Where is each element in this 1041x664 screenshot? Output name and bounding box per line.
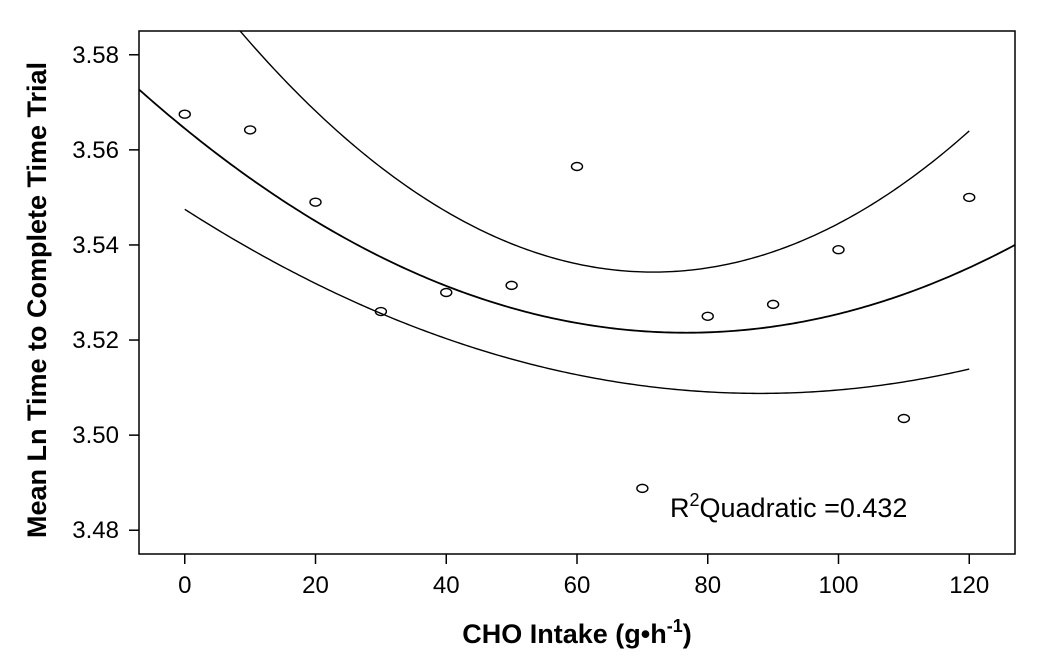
data-point-1 <box>243 125 257 135</box>
data-point-3 <box>374 306 388 317</box>
data-point-0 <box>178 109 191 119</box>
lower-confidence-band <box>184 208 970 395</box>
x-tick-label-80: 80 <box>694 572 721 599</box>
data-point-5 <box>505 280 518 291</box>
data-points <box>178 109 976 494</box>
y-tick-label-3: 3.54 <box>72 232 119 259</box>
x-tick-label-40: 40 <box>433 572 460 599</box>
data-point-11 <box>897 413 911 424</box>
r-squared-superscript: 2 <box>690 490 700 510</box>
x-axis-title: CHO Intake (g•h-1) <box>462 616 691 649</box>
plot-frame <box>138 30 1016 555</box>
x-axis-title-superscript: -1 <box>667 616 683 636</box>
y-tick-label-5: 3.58 <box>72 42 119 69</box>
r-squared-annotation: R2Quadratic =0.432 <box>670 490 907 523</box>
data-point-12 <box>963 192 976 203</box>
y-tick-label-1: 3.50 <box>72 422 119 449</box>
data-point-7 <box>636 483 649 494</box>
quadratic-fit-line <box>139 88 1015 334</box>
x-tick-label-0: 0 <box>178 572 191 599</box>
data-point-9 <box>766 299 780 310</box>
y-tick-label-0: 3.48 <box>72 517 119 544</box>
curves <box>139 31 1015 395</box>
data-point-8 <box>701 311 714 321</box>
data-point-4 <box>440 287 453 298</box>
y-axis-ticks: 3.48 3.50 3.52 3.54 3.56 3.58 <box>72 42 139 544</box>
x-axis-ticks: 0 20 40 60 80 100 120 <box>178 554 989 599</box>
x-tick-label-20: 20 <box>302 572 329 599</box>
data-point-10 <box>832 245 845 255</box>
x-tick-label-100: 100 <box>818 572 858 599</box>
x-tick-label-60: 60 <box>564 572 591 599</box>
y-tick-label-2: 3.52 <box>72 327 119 354</box>
y-tick-label-4: 3.56 <box>72 137 119 164</box>
upper-confidence-band <box>239 31 970 273</box>
data-point-2 <box>309 197 322 207</box>
y-axis-title: Mean Ln Time to Complete Time Trial <box>22 62 52 538</box>
data-point-6 <box>570 161 584 172</box>
x-tick-label-120: 120 <box>949 572 989 599</box>
